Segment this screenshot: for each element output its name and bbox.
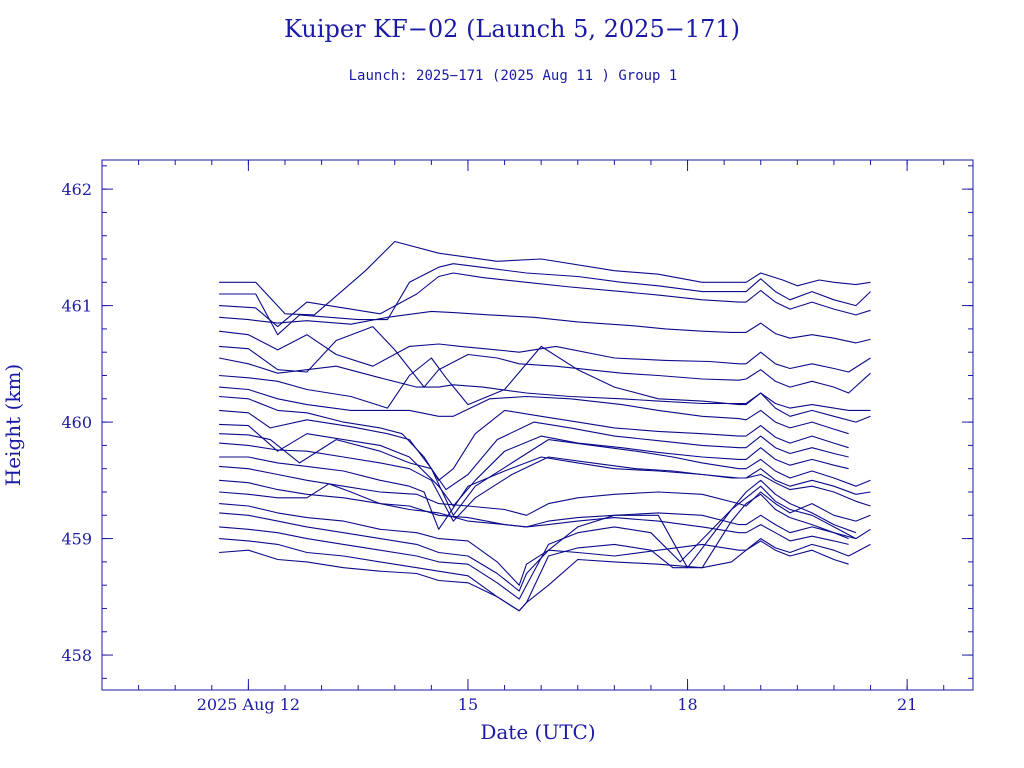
series-line-23 [219,540,849,612]
plot-frame [101,159,974,691]
major-ticks [102,160,973,690]
x-axis-label: Date (UTC) [480,720,595,744]
series-line-6 [219,326,871,394]
y-tick-label: 458 [61,646,92,665]
y-axis-label: Height (km) [1,364,25,486]
series-line-7 [218,357,871,411]
series-line-10 [219,395,849,481]
y-tick-label: 461 [61,297,92,316]
series-line-12 [219,423,849,507]
series-line-8 [219,345,871,423]
x-tick-label: 2025 Aug 12 [197,695,300,714]
x-tick-label: 21 [897,695,917,714]
series-line-2 [219,263,871,336]
series-line-4 [219,310,871,344]
series-line-5 [219,330,871,373]
series-line-15 [219,456,871,530]
series-line-19 [219,503,871,586]
series-line-21 [219,479,857,600]
series-line-13 [219,433,871,516]
y-tick-label: 459 [61,530,92,549]
series-line-16 [219,465,871,522]
y-tick-label: 460 [61,413,92,432]
series-line-18 [219,483,849,545]
series-line-1 [219,240,871,316]
chart-subtitle: Launch: 2025−171 (2025 Aug 11 ) Group 1 [349,68,678,84]
y-tick-label: 462 [61,180,92,199]
series-line-14 [219,442,871,522]
series-line-9 [219,386,849,435]
series-line-22 [219,493,849,612]
x-tick-label: 15 [458,695,478,714]
chart-title: Kuiper KF−02 (Launch 5, 2025−171) [284,15,740,43]
y-tick-labels: 458 459 460 461 462 [61,180,92,665]
series-line-17 [219,479,857,540]
x-tick-labels: 2025 Aug 12 15 18 21 [197,695,918,714]
series-line-11 [219,409,849,491]
x-tick-label: 18 [677,695,697,714]
series-lines [218,240,871,612]
series-line-3 [219,272,871,328]
